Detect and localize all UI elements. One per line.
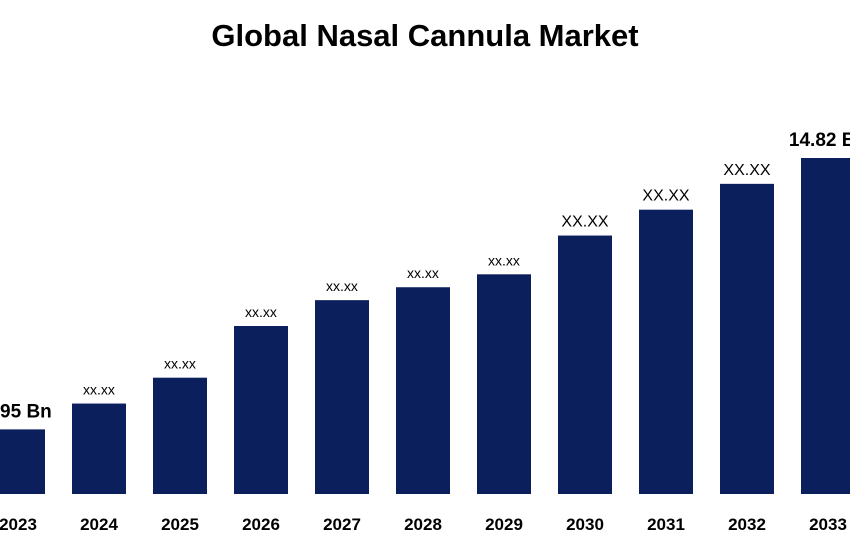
- data-label-2029: xx.xx: [488, 252, 520, 268]
- x-tick-label-2031: 2031: [647, 515, 685, 534]
- data-label-2030: XX.XX: [561, 214, 608, 231]
- bar-2028: [396, 287, 450, 494]
- x-tick-label-2030: 2030: [566, 515, 604, 534]
- chart-title: Global Nasal Cannula Market: [211, 18, 639, 53]
- bar-2033: [801, 158, 850, 494]
- x-tick-label-2028: 2028: [404, 515, 442, 534]
- data-label-2027: xx.xx: [326, 278, 358, 294]
- data-label-2026: xx.xx: [245, 304, 277, 320]
- data-label-2025: xx.xx: [164, 356, 196, 372]
- data-label-2028: xx.xx: [407, 265, 439, 281]
- x-tick-label-2032: 2032: [728, 515, 766, 534]
- x-tick-label-2025: 2025: [161, 515, 199, 534]
- data-label-2023: 4.95 Bn: [0, 401, 52, 422]
- bar-2030: [558, 235, 612, 495]
- bar-2029: [477, 274, 531, 494]
- bar-2027: [315, 300, 369, 494]
- x-tick-label-2023: 2023: [0, 515, 37, 534]
- bar-2032: [720, 183, 774, 494]
- data-label-2032: XX.XX: [723, 162, 770, 179]
- bar-2024: [72, 403, 126, 494]
- bar-2025: [153, 377, 207, 494]
- bar-2023: [0, 429, 45, 494]
- data-label-2031: XX.XX: [642, 188, 689, 205]
- bar-2031: [639, 209, 693, 494]
- data-label-2024: xx.xx: [83, 382, 115, 398]
- data-label-2033: 14.82 Bn: [789, 130, 850, 151]
- x-tick-label-2033: 2033: [809, 515, 847, 534]
- x-tick-label-2029: 2029: [485, 515, 523, 534]
- bar-2026: [234, 326, 288, 494]
- x-tick-label-2027: 2027: [323, 515, 361, 534]
- x-tick-label-2024: 2024: [80, 515, 118, 534]
- x-tick-label-2026: 2026: [242, 515, 280, 534]
